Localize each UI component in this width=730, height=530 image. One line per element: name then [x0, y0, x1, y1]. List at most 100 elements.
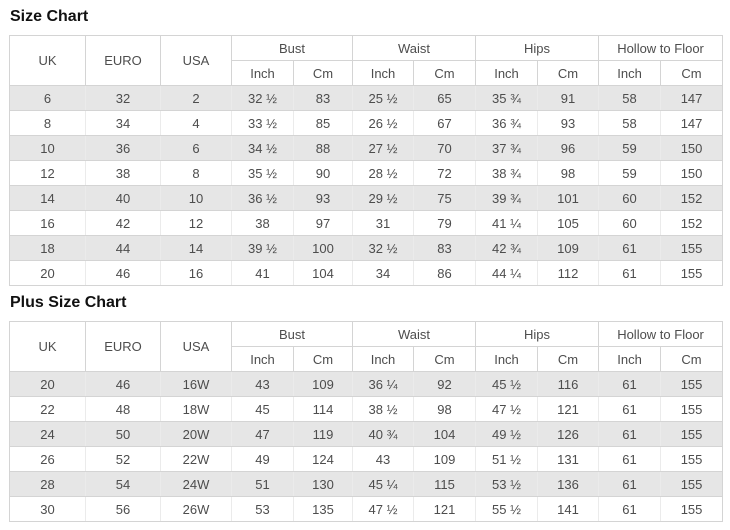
table-cell: 85	[292, 110, 354, 136]
column-header-hollow-to-floor: Hollow to Floor	[598, 321, 724, 347]
column-header-usa: USA	[160, 321, 232, 372]
table-cell: 42 ¾	[475, 235, 539, 261]
table-cell: 30	[9, 496, 86, 522]
table-cell: 92	[413, 371, 477, 397]
table-cell: 115	[413, 471, 477, 497]
column-header-hips: Hips	[475, 321, 600, 347]
table-row: 16 42 12 38 97 31 79 41 ¼ 105 60 152	[9, 210, 724, 236]
table-cell: 155	[660, 421, 724, 447]
table-cell: 98	[537, 160, 600, 186]
table-cell: 114	[292, 396, 354, 422]
table-cell: 56	[85, 496, 161, 522]
table-cell: 83	[292, 85, 354, 111]
plus-size-chart-table: UK EURO USA Bust Waist Hips Hollow to Floor Inc…	[9, 321, 724, 522]
table-cell: 150	[660, 135, 724, 161]
table-cell: 100	[292, 235, 354, 261]
table-cell: 10	[9, 135, 86, 161]
table-cell: 96	[537, 135, 600, 161]
table-cell: 155	[660, 235, 724, 261]
table-cell: 112	[537, 260, 600, 286]
table-cell: 38	[85, 160, 161, 186]
size-chart-table: UK EURO USA Bust Waist Hips Hollow to Floor Inc…	[9, 35, 724, 286]
table-cell: 58	[598, 85, 662, 111]
table-cell: 119	[292, 421, 354, 447]
table-cell: 109	[537, 235, 600, 261]
column-header-uk: UK	[9, 321, 86, 372]
table-cell: 46	[85, 371, 161, 397]
table-cell: 8	[160, 160, 232, 186]
plus-size-chart-title: Plus Size Chart	[10, 294, 127, 311]
table-cell: 12	[9, 160, 86, 186]
table-cell: 93	[537, 110, 600, 136]
table-cell: 54	[85, 471, 161, 497]
table-cell: 37 ¾	[475, 135, 539, 161]
table-cell: 31	[352, 210, 415, 236]
table-cell: 90	[292, 160, 354, 186]
table-cell: 32 ½	[231, 85, 294, 111]
table-cell: 36 ½	[231, 185, 294, 211]
table-cell: 8	[9, 110, 86, 136]
column-header-bust: Bust	[230, 321, 354, 347]
table-cell: 47	[231, 421, 294, 447]
table-cell: 59	[598, 135, 662, 161]
table-cell: 61	[598, 471, 662, 497]
table-cell: 47 ½	[352, 496, 415, 522]
table-cell: 109	[413, 446, 477, 472]
table-row: 28 54 24W 51 130 45 ¼ 115 53 ½ 136 61 155	[9, 471, 724, 497]
table-cell: 52	[85, 446, 161, 472]
table-cell: 105	[537, 210, 600, 236]
table-cell: 121	[413, 496, 477, 522]
table-cell: 44	[85, 235, 161, 261]
table-cell: 18	[9, 235, 86, 261]
table-cell: 61	[598, 396, 662, 422]
table-cell: 155	[660, 260, 724, 286]
unit-header-inch: Inch	[231, 346, 294, 372]
table-cell: 39 ¾	[475, 185, 539, 211]
table-cell: 65	[413, 85, 477, 111]
table-cell: 14	[9, 185, 86, 211]
table-cell: 147	[660, 110, 724, 136]
table-cell: 36 ¾	[475, 110, 539, 136]
unit-header-cm: Cm	[660, 346, 724, 372]
table-cell: 45	[231, 396, 294, 422]
column-header-usa: USA	[160, 35, 232, 86]
table-cell: 35 ½	[231, 160, 294, 186]
table-cell: 152	[660, 210, 724, 236]
table-cell: 34 ½	[231, 135, 294, 161]
table-row: 8 34 4 33 ½ 85 26 ½ 67 36 ¾ 93 58 147	[9, 110, 724, 136]
table-cell: 16	[160, 260, 232, 286]
table-cell: 24W	[160, 471, 232, 497]
table-cell: 51	[231, 471, 294, 497]
table-cell: 72	[413, 160, 477, 186]
table-cell: 79	[413, 210, 477, 236]
table-cell: 150	[660, 160, 724, 186]
table-cell: 34	[352, 260, 415, 286]
table-cell: 136	[537, 471, 600, 497]
table-cell: 45 ½	[475, 371, 539, 397]
table-cell: 47 ½	[475, 396, 539, 422]
table-cell: 18W	[160, 396, 232, 422]
table-cell: 104	[292, 260, 354, 286]
table-cell: 58	[598, 110, 662, 136]
table-row: 12 38 8 35 ½ 90 28 ½ 72 38 ¾ 98 59 150	[9, 160, 724, 186]
table-row: 20 46 16W 43 109 36 ¼ 92 45 ½ 116 61 155	[9, 371, 724, 397]
table-cell: 50	[85, 421, 161, 447]
table-cell: 32	[85, 85, 161, 111]
table-cell: 49	[231, 446, 294, 472]
column-header-euro: EURO	[85, 35, 161, 86]
table-cell: 48	[85, 396, 161, 422]
table-cell: 26 ½	[352, 110, 415, 136]
table-cell: 155	[660, 371, 724, 397]
table-cell: 20	[9, 371, 86, 397]
table-cell: 22W	[160, 446, 232, 472]
table-cell: 51 ½	[475, 446, 539, 472]
table-cell: 42	[85, 210, 161, 236]
table-cell: 34	[85, 110, 161, 136]
table-cell: 26W	[160, 496, 232, 522]
column-header-waist: Waist	[352, 321, 477, 347]
table-cell: 36	[85, 135, 161, 161]
unit-header-inch: Inch	[231, 60, 294, 86]
table-cell: 35 ¾	[475, 85, 539, 111]
table-cell: 32 ½	[352, 235, 415, 261]
table-cell: 6	[160, 135, 232, 161]
